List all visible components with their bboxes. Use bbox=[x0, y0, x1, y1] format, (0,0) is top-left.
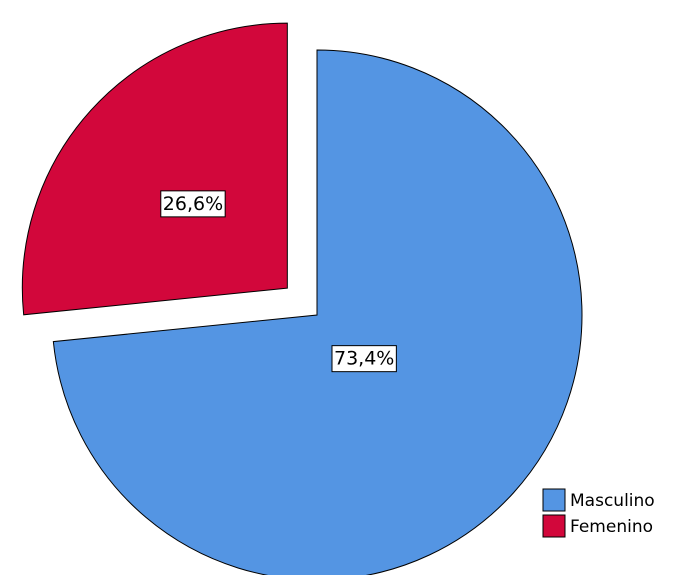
legend-swatch-femenino bbox=[542, 514, 566, 538]
pie-slice-femenino bbox=[21, 22, 288, 316]
legend-label-femenino: Femenino bbox=[570, 517, 653, 537]
legend-swatch-masculino bbox=[542, 488, 566, 512]
legend: Masculino Femenino bbox=[542, 488, 655, 538]
slices-group bbox=[21, 22, 583, 575]
data-label-box bbox=[331, 345, 397, 373]
pie-slice-masculino bbox=[52, 49, 583, 575]
data-label-text: 73,4% bbox=[334, 348, 394, 370]
data-labels-group: 73,4% 26,6% bbox=[160, 190, 397, 373]
data-label-femenino: 26,6% bbox=[160, 190, 226, 218]
legend-label-masculino: Masculino bbox=[570, 491, 655, 511]
data-label-masculino: 73,4% bbox=[331, 345, 397, 373]
data-label-text: 26,6% bbox=[163, 193, 223, 215]
data-label-box bbox=[160, 190, 226, 218]
